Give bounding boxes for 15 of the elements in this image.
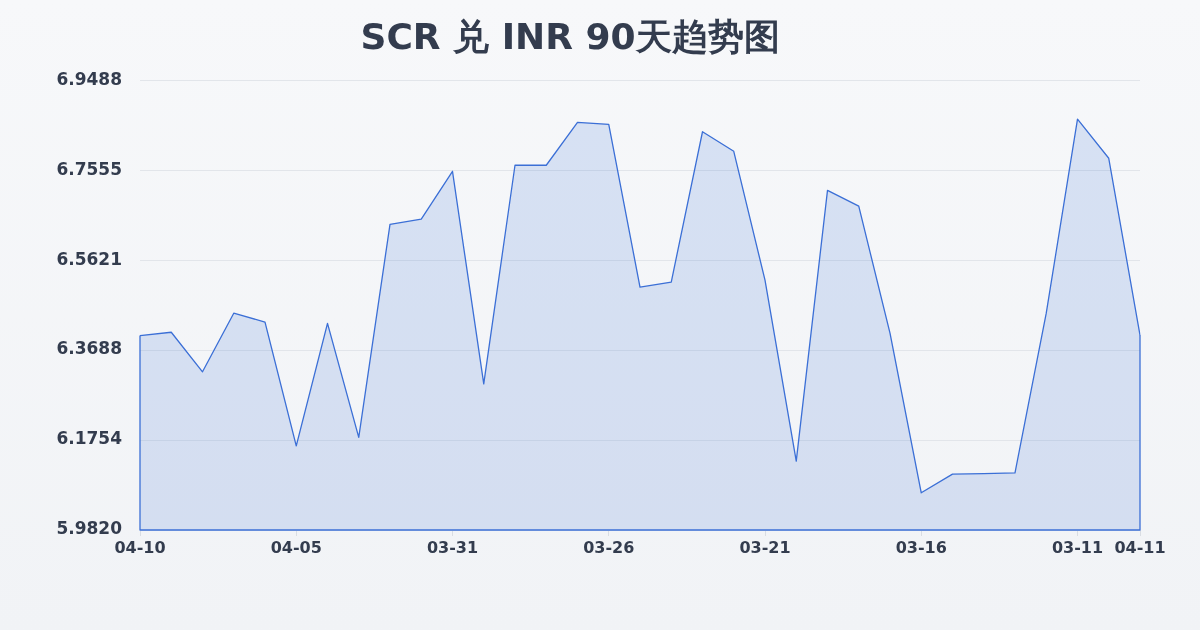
y-tick-label: 6.7555 [56, 158, 122, 179]
y-tick-label: 6.3688 [56, 338, 122, 359]
y-tick-label: 6.5621 [56, 248, 122, 269]
x-tick-label: 03-21 [739, 537, 791, 557]
y-tick-label: 6.1754 [56, 428, 123, 449]
y-tick-label: 6.9488 [56, 68, 122, 89]
x-tick-label: 03-16 [895, 537, 947, 557]
x-tick-label: 03-31 [426, 537, 479, 557]
x-tick-label: 03-11 [1051, 537, 1104, 557]
x-tick-label: 04-11 [1114, 537, 1166, 557]
y-tick-label: 5.9820 [56, 518, 123, 539]
x-tick-label: 04-10 [114, 537, 166, 557]
x-tick-label: 03-26 [583, 537, 635, 557]
x-tick-label: 04-05 [270, 537, 322, 557]
chart-title: SCR 兑 INR 90天趋势图 [360, 15, 780, 57]
